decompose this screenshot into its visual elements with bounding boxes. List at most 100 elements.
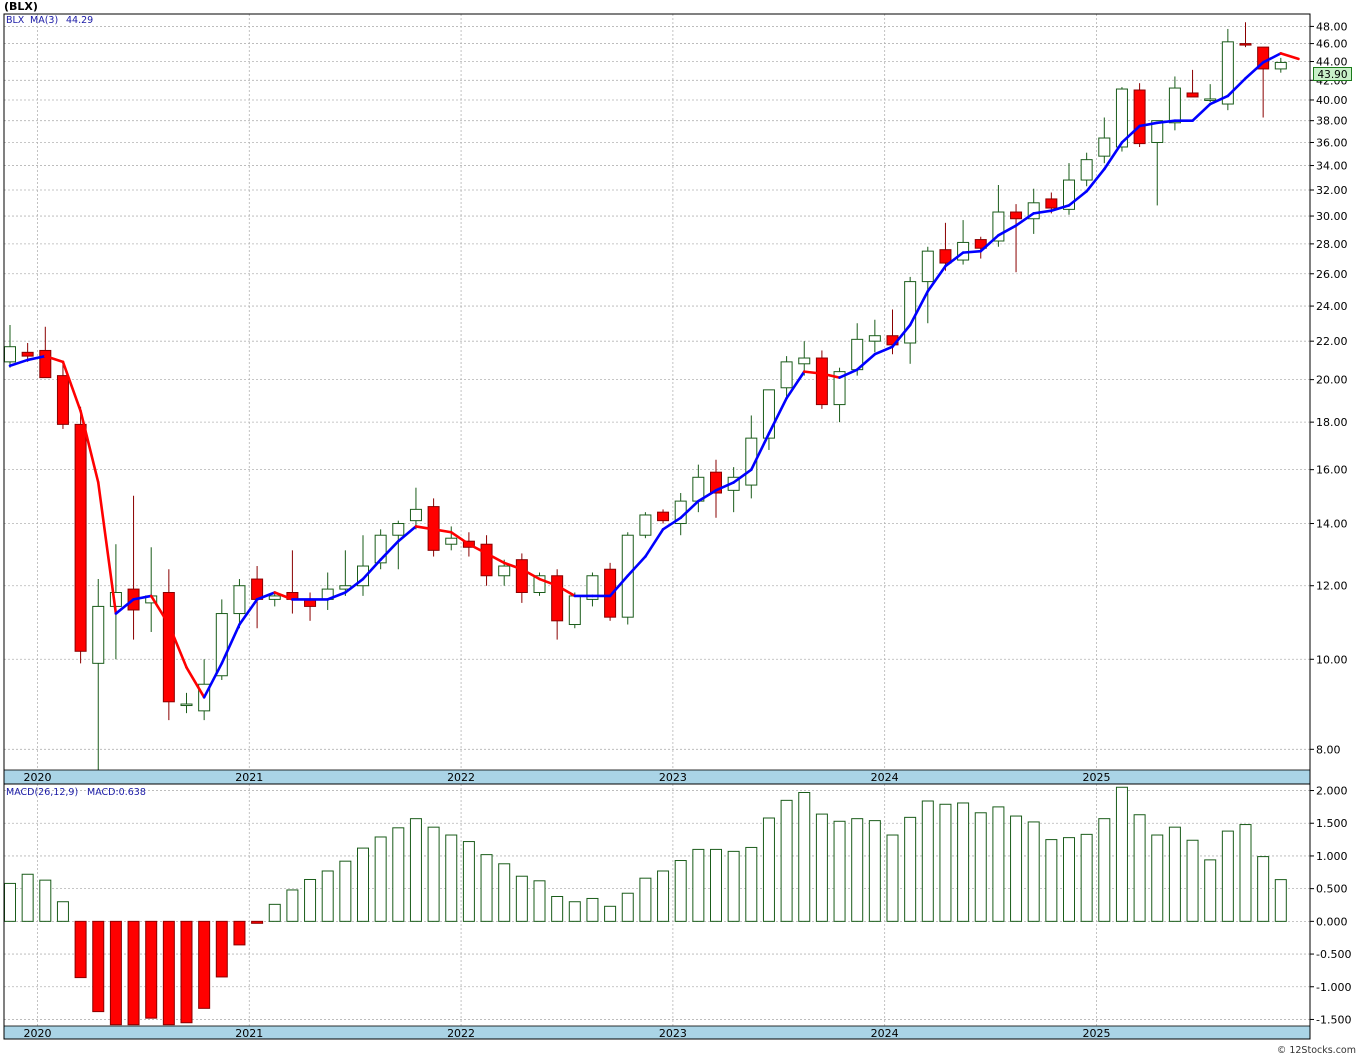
candle-body xyxy=(480,543,493,577)
candle-body xyxy=(56,375,69,425)
macd-bar xyxy=(851,818,864,922)
legend-ma-value: 44.29 xyxy=(66,15,94,26)
ma-segment xyxy=(1191,102,1212,122)
candle-body xyxy=(833,371,846,406)
candle-body xyxy=(515,559,528,594)
ma-segment xyxy=(1226,77,1247,98)
ma-segment xyxy=(820,372,841,379)
credit-text: © 12Stocks.com xyxy=(1276,1045,1356,1056)
ma-segment xyxy=(608,574,630,598)
macd-bar xyxy=(74,920,87,979)
candlestick xyxy=(180,692,193,714)
candlestick xyxy=(233,579,246,629)
macd-bar xyxy=(815,813,828,922)
ma-segment xyxy=(1155,119,1177,125)
ma-segment xyxy=(379,539,400,561)
ma-segment xyxy=(344,577,365,594)
macd-tick-label: 0.000 xyxy=(1316,915,1348,928)
candle-body xyxy=(568,595,581,626)
candle-body xyxy=(74,423,87,652)
candlestick xyxy=(568,592,581,629)
macd-bar xyxy=(357,847,369,922)
moving-average-line xyxy=(8,52,1300,699)
price-tick-label: 10.00 xyxy=(1316,653,1348,666)
macd-bar xyxy=(145,920,158,1019)
candle-body xyxy=(1098,137,1111,157)
candlestick xyxy=(1133,83,1146,147)
macd-date-axis-band xyxy=(3,1025,1311,1040)
candle-body xyxy=(974,239,987,249)
macd-series xyxy=(4,786,1287,1026)
macd-bar xyxy=(1168,826,1181,922)
macd-bar xyxy=(1115,786,1128,922)
macd-tick-label: 0.500 xyxy=(1316,883,1348,896)
year-tick-label: 2021 xyxy=(235,1027,263,1040)
candle-body xyxy=(1274,61,1287,70)
price-tick-label: 24.00 xyxy=(1316,300,1348,313)
candlestick xyxy=(1274,57,1287,73)
year-tick-label: 2024 xyxy=(871,1027,899,1040)
macd-bar xyxy=(604,905,617,922)
macd-bar xyxy=(692,848,705,922)
candlestick xyxy=(762,389,775,450)
candle-body xyxy=(657,511,670,522)
ma-segment xyxy=(520,567,541,581)
candle-body xyxy=(92,605,105,664)
candlestick xyxy=(921,246,934,324)
candle-body xyxy=(1257,46,1270,70)
candle-body xyxy=(586,575,599,600)
ma-segment xyxy=(149,594,171,626)
candle-body xyxy=(921,250,934,283)
candlestick xyxy=(586,572,599,607)
candle-body xyxy=(1204,98,1217,101)
candlestick xyxy=(304,592,317,621)
candlestick xyxy=(357,535,369,596)
candle-body xyxy=(533,575,546,594)
ma-segment xyxy=(961,249,983,254)
candle-body xyxy=(357,565,369,587)
ma-segment xyxy=(96,481,118,615)
ma-segment xyxy=(1032,209,1053,215)
macd-bar xyxy=(586,897,599,922)
year-tick-label: 2025 xyxy=(1082,771,1110,784)
ma-segment xyxy=(626,555,647,578)
macd-bar xyxy=(1186,839,1199,922)
macd-bar xyxy=(833,820,846,922)
candle-body xyxy=(904,281,917,344)
macd-bar xyxy=(657,870,670,922)
macd-bar xyxy=(215,920,228,978)
candle-body xyxy=(1063,179,1075,210)
macd-bar xyxy=(780,799,793,922)
price-tick-label: 44.00 xyxy=(1316,56,1348,69)
ma-segment xyxy=(202,662,224,699)
macd-bar xyxy=(974,812,987,922)
price-tick-label: 40.00 xyxy=(1316,94,1348,107)
candlestick xyxy=(127,495,140,640)
price-tick-label: 14.00 xyxy=(1316,518,1348,531)
ma-segment xyxy=(467,542,488,555)
price-tick-label: 34.00 xyxy=(1316,160,1348,173)
ma-segment xyxy=(43,354,65,364)
candlestick xyxy=(533,572,546,596)
candlestick xyxy=(1204,84,1217,102)
price-tick-label: 30.00 xyxy=(1316,210,1348,223)
candlestick xyxy=(56,363,69,429)
macd-bar xyxy=(1045,839,1058,922)
price-tick-label: 46.00 xyxy=(1316,38,1348,51)
ma-segment xyxy=(396,525,418,543)
price-tick-label: 36.00 xyxy=(1316,136,1348,149)
ma-segment xyxy=(167,623,188,669)
macd-bar xyxy=(374,836,387,922)
macd-tick-label: 2.000 xyxy=(1316,785,1348,798)
price-tick-label: 18.00 xyxy=(1316,416,1348,429)
macd-bar xyxy=(39,879,52,922)
candle-body xyxy=(251,578,264,600)
candle-body xyxy=(374,534,387,564)
macd-bar xyxy=(109,920,122,1026)
ma-segment xyxy=(714,481,735,492)
candlestick xyxy=(639,512,652,539)
candlestick xyxy=(321,572,334,610)
macd-bar xyxy=(321,870,334,922)
candlestick xyxy=(4,324,16,368)
macd-bar xyxy=(727,850,740,922)
